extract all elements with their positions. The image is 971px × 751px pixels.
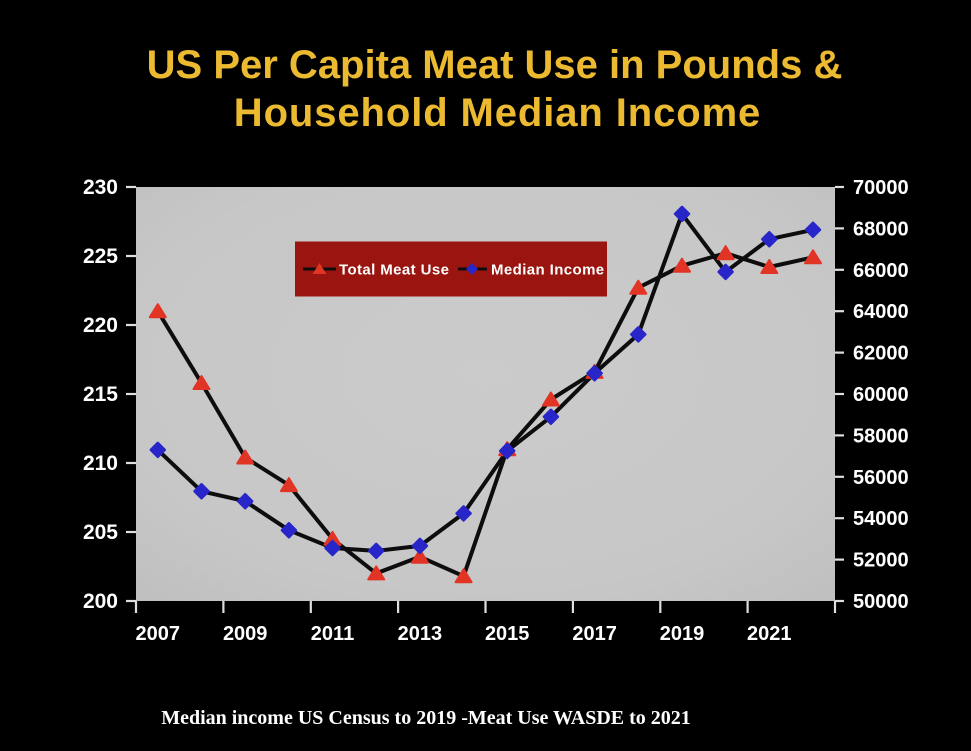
svg-text:62000: 62000	[853, 343, 909, 365]
svg-text:Median Income: Median Income	[491, 262, 605, 279]
svg-text:68000: 68000	[853, 218, 909, 240]
svg-text:52000: 52000	[853, 550, 909, 572]
svg-text:2007: 2007	[136, 623, 181, 645]
svg-text:230: 230	[83, 176, 118, 199]
svg-text:2015: 2015	[485, 623, 530, 645]
svg-text:200: 200	[83, 590, 118, 613]
svg-text:64000: 64000	[853, 301, 909, 323]
svg-text:50000: 50000	[853, 591, 909, 613]
svg-text:70000: 70000	[853, 177, 909, 199]
svg-text:2009: 2009	[223, 623, 268, 645]
svg-text:66000: 66000	[853, 260, 909, 282]
svg-text:58000: 58000	[853, 425, 909, 447]
svg-text:215: 215	[83, 383, 118, 406]
svg-text:60000: 60000	[853, 384, 909, 406]
svg-text:2013: 2013	[398, 623, 443, 645]
svg-text:56000: 56000	[853, 467, 909, 489]
svg-text:225: 225	[83, 245, 118, 268]
svg-text:2011: 2011	[311, 623, 354, 645]
svg-text:205: 205	[83, 521, 118, 544]
svg-text:Total Meat Use: Total Meat Use	[339, 262, 449, 279]
svg-text:2017: 2017	[572, 623, 617, 645]
svg-text:54000: 54000	[853, 508, 909, 530]
svg-text:220: 220	[83, 314, 118, 337]
svg-text:2019: 2019	[660, 623, 705, 645]
svg-text:210: 210	[83, 452, 118, 475]
svg-text:2021: 2021	[747, 623, 792, 645]
